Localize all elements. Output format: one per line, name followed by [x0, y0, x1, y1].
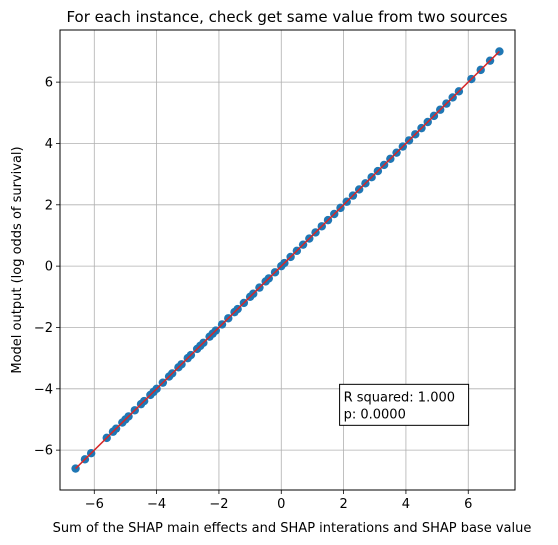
x-tick-label: 2: [339, 497, 347, 512]
axis-ticks: [56, 81, 469, 494]
y-axis-label: Model output (log odds of survival): [10, 146, 25, 373]
annotation-p-value: p: 0.0000: [344, 407, 406, 422]
y-tick-label: 0: [45, 260, 53, 275]
fit-line: [75, 50, 500, 470]
x-tick-label: −6: [85, 497, 104, 512]
plot-frame: [59, 29, 516, 491]
tick-labels: −6 −4 −2 0 2 4 6 −6 −4 −2 0 2 4 6: [34, 76, 473, 512]
x-tick-label: 4: [402, 497, 410, 512]
x-tick-label: 0: [277, 497, 285, 512]
y-tick-label: −2: [34, 321, 53, 336]
x-tick-label: −2: [209, 497, 228, 512]
annotation-r-squared: R squared: 1.000: [344, 390, 455, 405]
y-tick-label: 4: [45, 137, 53, 152]
x-tick-label: 6: [464, 497, 472, 512]
y-tick-label: −4: [34, 382, 53, 397]
y-tick-label: 6: [45, 76, 53, 91]
x-axis-label: Sum of the SHAP main effects and SHAP in…: [53, 521, 532, 536]
x-tick-label: −4: [147, 497, 166, 512]
y-tick-label: 2: [45, 198, 53, 213]
annotation-frame: [339, 383, 470, 426]
stats-annotation-box: R squared: 1.000 p: 0.0000: [339, 383, 470, 426]
y-tick-label: −6: [34, 444, 53, 459]
grid-lines: [60, 30, 515, 490]
chart-title: For each instance, check get same value …: [66, 8, 507, 26]
